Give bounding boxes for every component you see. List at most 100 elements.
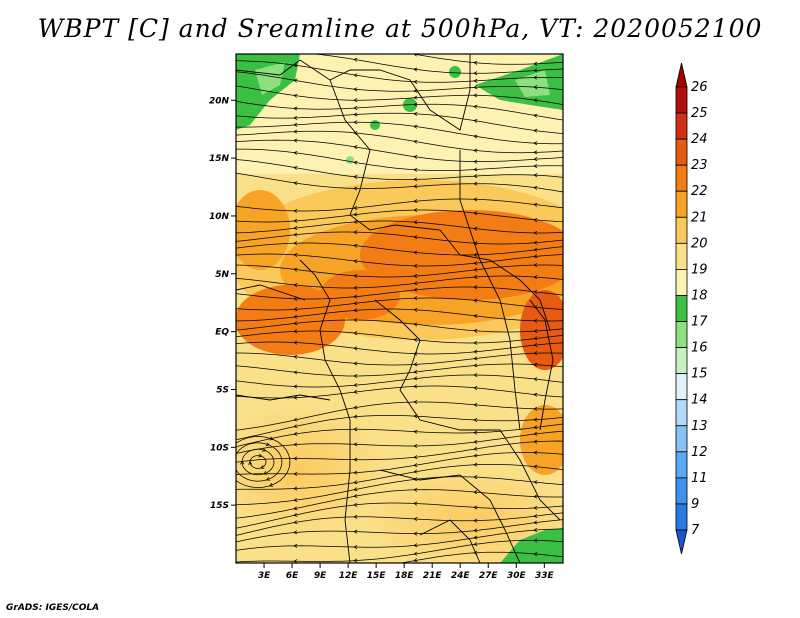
streamline-arrow bbox=[413, 139, 418, 144]
streamline-arrow bbox=[413, 250, 418, 255]
shade-green-spot-2 bbox=[370, 120, 380, 130]
streamline-arrow bbox=[293, 150, 298, 155]
streamline-arrow bbox=[473, 328, 478, 333]
streamline-arrow bbox=[293, 384, 298, 389]
streamline-arrow bbox=[293, 321, 298, 326]
colorbar-label: 15 bbox=[691, 367, 708, 382]
colorbar-bottom-arrow bbox=[675, 529, 688, 555]
streamline bbox=[236, 415, 563, 441]
streamline-arrow bbox=[293, 63, 298, 68]
streamline-arrow bbox=[533, 527, 538, 532]
streamline-arrow bbox=[293, 512, 298, 517]
streamline bbox=[236, 286, 563, 300]
streamline-arrow bbox=[293, 138, 298, 143]
colorbar-label: 17 bbox=[691, 315, 708, 330]
colorbar-swatch bbox=[675, 477, 688, 505]
streamline-arrow bbox=[413, 220, 418, 225]
streamline-arrow bbox=[473, 356, 478, 361]
streamline-arrow bbox=[473, 134, 478, 139]
colorbar-label: 14 bbox=[691, 393, 708, 408]
colorbar-swatch bbox=[675, 216, 688, 244]
streamline-arrow bbox=[353, 57, 358, 62]
streamline-arrow bbox=[413, 235, 418, 240]
streamline bbox=[236, 220, 563, 234]
streamline bbox=[236, 401, 563, 431]
streamline-arrow bbox=[473, 261, 478, 266]
streamline-arrow bbox=[473, 528, 478, 533]
streamline-arrow bbox=[293, 225, 298, 230]
streamline-arrow bbox=[473, 535, 478, 540]
streamline-arrow bbox=[413, 543, 418, 548]
streamline-arrow bbox=[262, 447, 267, 452]
lon-tick-label: 3E bbox=[258, 571, 271, 581]
streamline-arrow bbox=[413, 199, 418, 204]
colorbar-swatch bbox=[675, 86, 688, 114]
streamline-arrow bbox=[293, 559, 298, 563]
streamline-arrow bbox=[353, 219, 358, 224]
streamline-arrow bbox=[413, 337, 418, 342]
colorbar-label: 18 bbox=[691, 288, 708, 303]
streamline bbox=[236, 489, 563, 519]
streamline bbox=[236, 275, 563, 289]
streamline-arrow bbox=[353, 105, 358, 110]
streamline-arrow bbox=[413, 487, 418, 492]
streamline-arrow bbox=[413, 111, 418, 116]
streamline-arrow bbox=[353, 346, 358, 351]
streamline-arrow bbox=[473, 181, 478, 186]
streamline-arrow bbox=[353, 502, 358, 507]
streamline-arrow bbox=[473, 518, 478, 523]
streamline-arrow bbox=[413, 376, 418, 381]
streamline-arrow bbox=[473, 85, 478, 90]
streamline-arrow bbox=[533, 377, 538, 382]
streamline-arrow bbox=[294, 41, 297, 44]
streamline-arrow bbox=[533, 68, 538, 73]
streamline-arrow bbox=[413, 429, 418, 434]
streamline-arrow bbox=[533, 329, 538, 334]
streamline-arrow bbox=[260, 465, 265, 469]
streamline-arrow bbox=[473, 241, 478, 246]
streamline-arrow bbox=[473, 542, 478, 547]
streamline-arrow bbox=[353, 373, 358, 379]
streamline-arrow bbox=[293, 267, 298, 272]
streamlines bbox=[236, 41, 563, 563]
lat-tick-label: 5N bbox=[215, 270, 229, 280]
colorbar-swatch bbox=[675, 425, 688, 453]
streamline-arrow bbox=[413, 102, 418, 107]
streamline-arrow bbox=[473, 550, 478, 555]
streamline-arrow bbox=[353, 487, 358, 492]
streamline-arrow bbox=[473, 104, 478, 109]
streamline-arrow bbox=[533, 240, 538, 245]
streamline-arrow bbox=[293, 543, 298, 548]
streamline-arrow bbox=[533, 431, 538, 436]
streamline-arrow bbox=[293, 122, 298, 127]
streamline-arrow bbox=[413, 88, 418, 93]
streamline-arrow bbox=[413, 281, 418, 286]
streamline bbox=[411, 54, 563, 65]
streamline-arrow bbox=[413, 551, 418, 556]
streamline-arrow bbox=[293, 78, 298, 83]
streamline-arrow bbox=[293, 506, 298, 511]
streamline-arrow bbox=[353, 389, 358, 394]
streamline-arrow bbox=[413, 184, 418, 189]
streamline bbox=[236, 423, 563, 448]
streamline-arrow bbox=[533, 552, 538, 557]
streamline-arrow bbox=[473, 159, 478, 164]
lon-tick-label: 24E bbox=[451, 571, 471, 581]
streamline bbox=[236, 71, 563, 92]
streamline bbox=[236, 352, 563, 366]
streamline-arrow bbox=[293, 307, 298, 312]
streamline-arrow bbox=[533, 141, 538, 146]
streamline-arrow bbox=[353, 318, 358, 323]
streamline bbox=[236, 198, 563, 212]
streamline-arrow bbox=[413, 558, 418, 563]
colorbar-label: 9 bbox=[691, 497, 699, 512]
shade-east-22 bbox=[520, 405, 563, 475]
streamline bbox=[236, 308, 563, 322]
streamline-arrow bbox=[533, 247, 538, 252]
streamline-arrow bbox=[353, 301, 358, 306]
streamline bbox=[236, 430, 563, 454]
streamline-arrow bbox=[473, 349, 478, 354]
streamline bbox=[236, 330, 563, 344]
streamline-arrow bbox=[413, 463, 418, 468]
